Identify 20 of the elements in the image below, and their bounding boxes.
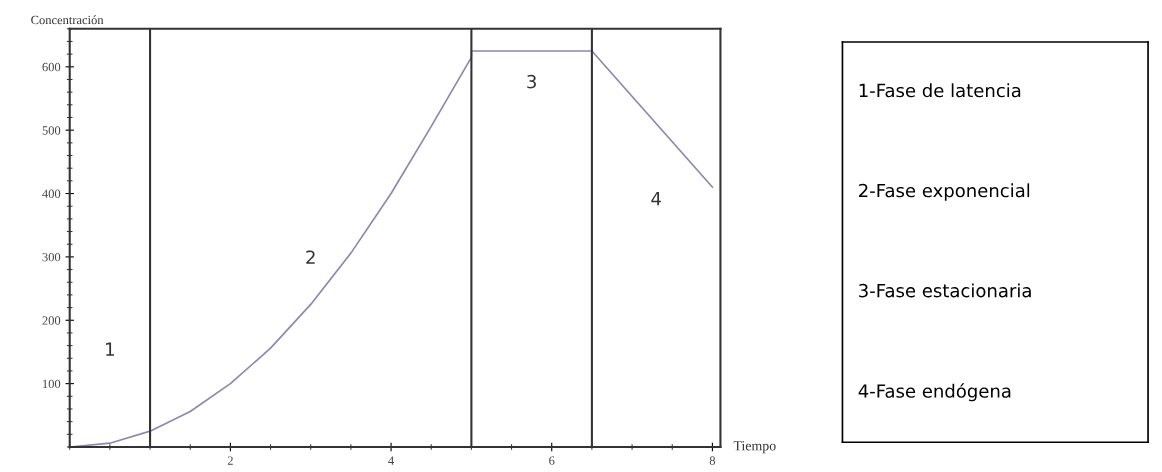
- y-tick-label: 300: [42, 252, 61, 262]
- x-tick-label: 6: [549, 456, 555, 465]
- y-tick-label: 100: [43, 379, 61, 389]
- text: 3-Fase estacionaria: [859, 283, 1031, 298]
- x-tick-label: 4: [388, 456, 394, 465]
- text: 2-Fase exponencial: [859, 183, 1030, 201]
- text: 1-Fase de latencia: [859, 83, 1021, 98]
- x-tick-label: 8: [709, 456, 716, 465]
- annotation: 1: [106, 342, 114, 356]
- x-axis-title: Tiempo: [733, 441, 776, 454]
- y-tick-label: 400: [42, 189, 61, 198]
- y-axis-title: Concentración: [31, 15, 104, 25]
- annotation: 4: [651, 192, 661, 206]
- y-tick-label: 600: [42, 62, 61, 72]
- annotation: 2: [306, 250, 315, 264]
- x-tick-label: 2: [227, 456, 233, 465]
- y-tick-label: 200: [42, 316, 61, 325]
- text: 4-Fase endógena: [858, 383, 1011, 402]
- y-tick-label: 500: [42, 126, 61, 135]
- annotation: 3: [527, 74, 536, 89]
